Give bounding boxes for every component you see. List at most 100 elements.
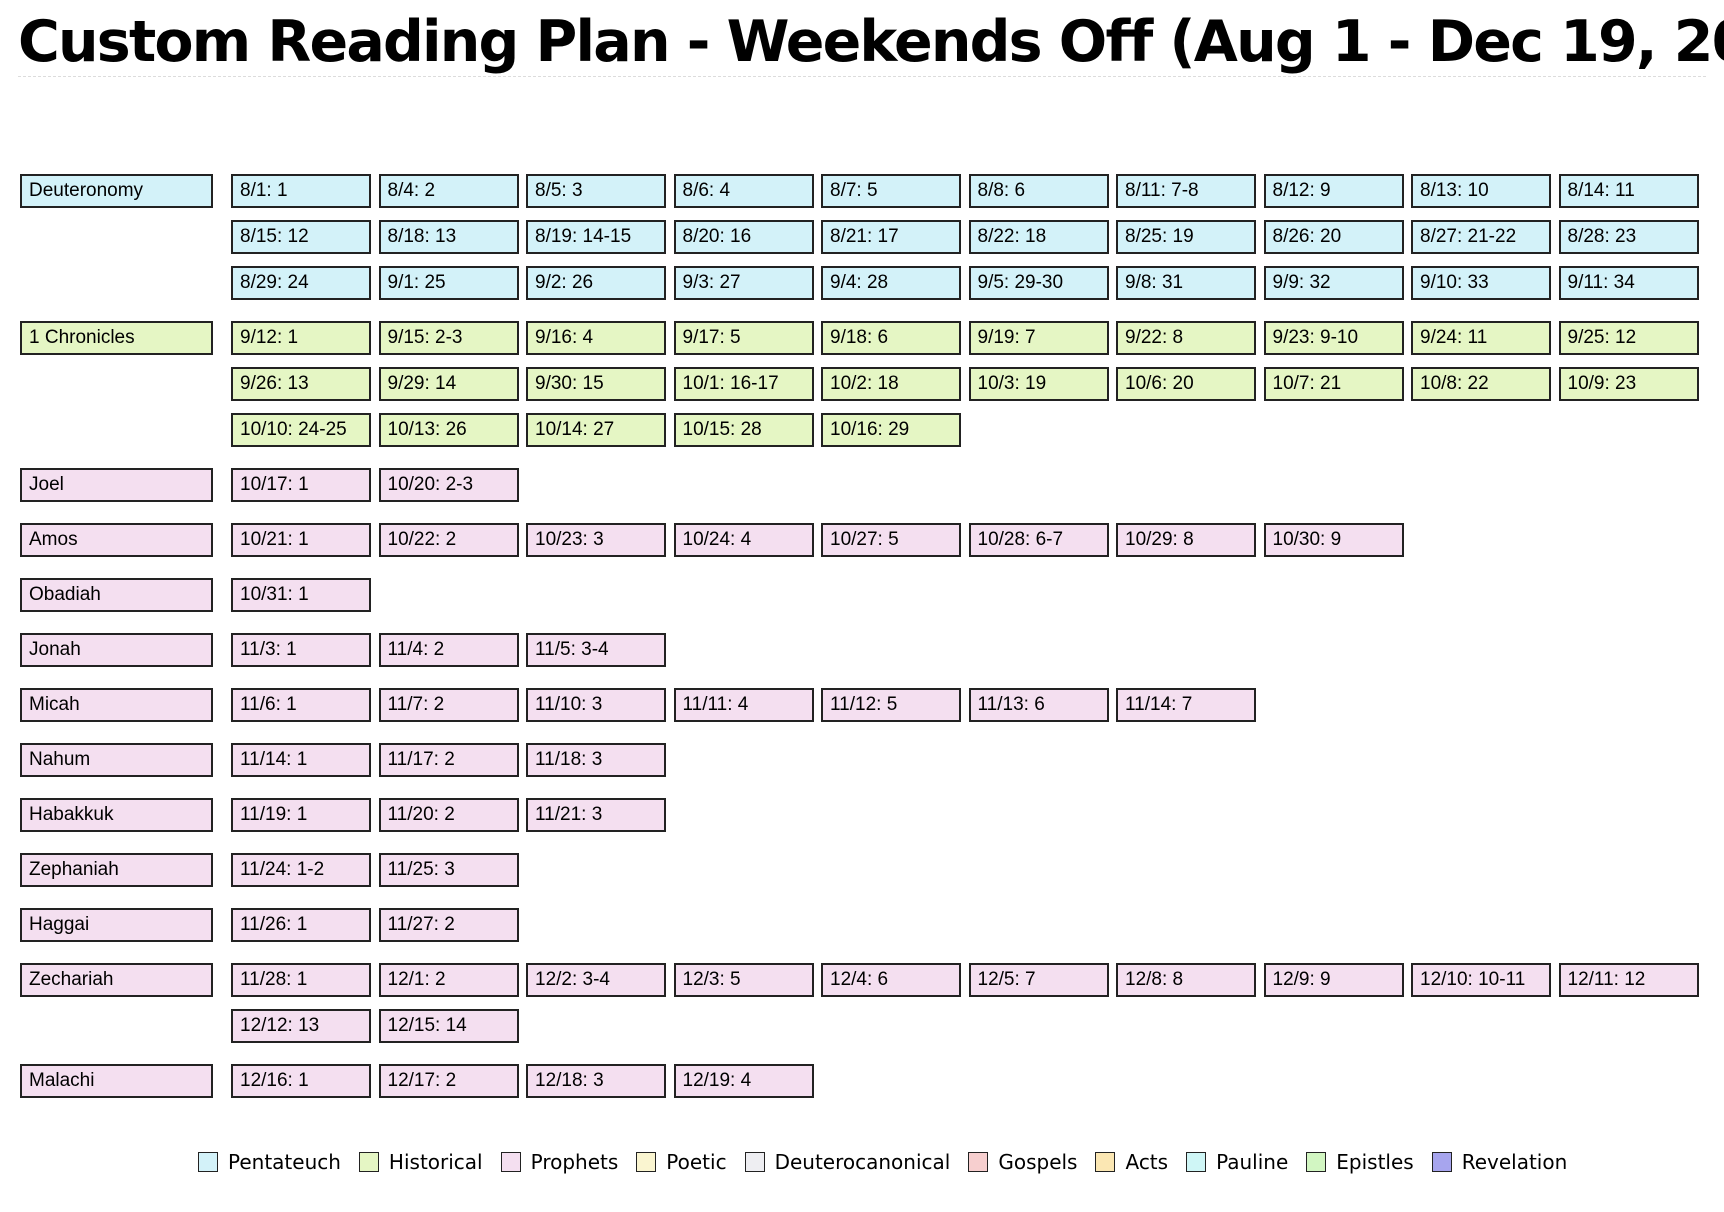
reading-cell: 9/10: 33 bbox=[1411, 266, 1551, 300]
legend-item: Acts bbox=[1095, 1150, 1168, 1174]
reading-cell: 10/31: 1 bbox=[231, 578, 371, 612]
reading-cell: 10/7: 21 bbox=[1263, 367, 1404, 401]
reading-plan-grid: Deuteronomy 8/1: 1 8/4: 2 8/5: 3 8/6: 4 8/7: … bbox=[20, 174, 1699, 1098]
reading-cell: 11/10: 3 bbox=[526, 688, 666, 722]
book-label: Amos bbox=[20, 523, 213, 557]
legend-item: Revelation bbox=[1431, 1150, 1568, 1174]
reading-cell: 11/26: 1 bbox=[231, 908, 371, 942]
reading-cell: 10/9: 23 bbox=[1558, 367, 1699, 401]
legend-label: Pentateuch bbox=[228, 1150, 341, 1174]
reading-cell: 12/17: 2 bbox=[378, 1064, 519, 1098]
reading-cell: 12/8: 8 bbox=[1116, 963, 1256, 997]
book-label: Haggai bbox=[20, 908, 213, 942]
reading-cell: 10/24: 4 bbox=[673, 523, 814, 557]
reading-cell: 11/12: 5 bbox=[821, 688, 961, 722]
legend-label: Pauline bbox=[1216, 1150, 1289, 1174]
reading-cell: 8/20: 16 bbox=[673, 220, 814, 254]
reading-cell: 12/15: 14 bbox=[378, 1009, 519, 1043]
reading-cell: 10/15: 28 bbox=[673, 413, 814, 447]
legend-swatch bbox=[744, 1152, 765, 1172]
reading-cell: 10/29: 8 bbox=[1116, 523, 1256, 557]
reading-cell: 11/18: 3 bbox=[526, 743, 666, 777]
legend-swatch bbox=[636, 1152, 657, 1172]
reading-cell: 10/22: 2 bbox=[378, 523, 519, 557]
book-label: Malachi bbox=[20, 1064, 213, 1098]
reading-cell: 10/27: 5 bbox=[821, 523, 961, 557]
legend-swatch bbox=[358, 1152, 379, 1172]
reading-cell: 9/30: 15 bbox=[526, 367, 666, 401]
reading-cell: 11/24: 1-2 bbox=[231, 853, 371, 887]
book-label: Jonah bbox=[20, 633, 213, 667]
reading-cell: 11/7: 2 bbox=[378, 688, 519, 722]
reading-cell: 11/14: 1 bbox=[231, 743, 371, 777]
book-label: Joel bbox=[20, 468, 213, 502]
legend-swatch bbox=[1431, 1152, 1452, 1172]
reading-cell: 8/12: 9 bbox=[1263, 174, 1404, 208]
reading-cell: 8/18: 13 bbox=[378, 220, 519, 254]
legend-item: Prophets bbox=[500, 1150, 619, 1174]
legend-label: Revelation bbox=[1461, 1150, 1568, 1174]
reading-cell: 8/21: 17 bbox=[821, 220, 961, 254]
reading-cell: 11/21: 3 bbox=[526, 798, 666, 832]
reading-cell: 10/21: 1 bbox=[231, 523, 371, 557]
reading-cell: 9/29: 14 bbox=[378, 367, 519, 401]
reading-cell: 8/27: 21-22 bbox=[1411, 220, 1551, 254]
reading-cell: 11/3: 1 bbox=[231, 633, 371, 667]
reading-cell: 11/28: 1 bbox=[231, 963, 371, 997]
legend-label: Acts bbox=[1125, 1150, 1169, 1174]
legend-swatch bbox=[1095, 1152, 1116, 1172]
reading-cell: 11/17: 2 bbox=[378, 743, 519, 777]
reading-cell: 10/8: 22 bbox=[1411, 367, 1551, 401]
reading-cell: 11/13: 6 bbox=[968, 688, 1109, 722]
category-legend: Pentateuch Historical Prophets Poetic Deuter… bbox=[198, 1146, 1585, 1178]
reading-cell: 11/27: 2 bbox=[378, 908, 519, 942]
reading-cell: 9/22: 8 bbox=[1116, 321, 1256, 355]
reading-cell: 12/9: 9 bbox=[1263, 963, 1404, 997]
reading-cell: 12/5: 7 bbox=[968, 963, 1109, 997]
reading-cell: 12/12: 13 bbox=[231, 1009, 371, 1043]
reading-cell: 10/10: 24-25 bbox=[231, 413, 371, 447]
legend-swatch bbox=[500, 1152, 521, 1172]
reading-cell: 10/23: 3 bbox=[526, 523, 666, 557]
reading-cell: 8/28: 23 bbox=[1558, 220, 1699, 254]
reading-cell: 10/3: 19 bbox=[968, 367, 1109, 401]
reading-cell: 12/16: 1 bbox=[231, 1064, 371, 1098]
reading-cell: 10/20: 2-3 bbox=[378, 468, 519, 502]
reading-cell: 8/29: 24 bbox=[231, 266, 371, 300]
legend-label: Historical bbox=[388, 1150, 483, 1174]
legend-label: Epistles bbox=[1336, 1150, 1414, 1174]
reading-cell: 11/20: 2 bbox=[378, 798, 519, 832]
reading-cell: 9/18: 6 bbox=[821, 321, 961, 355]
reading-cell: 8/25: 19 bbox=[1116, 220, 1256, 254]
legend-label: Gospels bbox=[998, 1150, 1078, 1174]
legend-item: Pentateuch bbox=[198, 1150, 341, 1174]
reading-cell: 10/1: 16-17 bbox=[673, 367, 814, 401]
reading-cell: 11/4: 2 bbox=[378, 633, 519, 667]
reading-cell: 8/7: 5 bbox=[821, 174, 961, 208]
reading-cell: 9/19: 7 bbox=[968, 321, 1109, 355]
reading-cell: 12/11: 12 bbox=[1558, 963, 1699, 997]
reading-cell: 10/30: 9 bbox=[1263, 523, 1404, 557]
reading-cell: 11/14: 7 bbox=[1116, 688, 1256, 722]
reading-cell: 8/1: 1 bbox=[231, 174, 371, 208]
legend-item: Gospels bbox=[968, 1150, 1077, 1174]
legend-swatch bbox=[1306, 1152, 1327, 1172]
reading-cell: 8/6: 4 bbox=[673, 174, 814, 208]
reading-cell: 10/16: 29 bbox=[821, 413, 961, 447]
book-label: Obadiah bbox=[20, 578, 213, 612]
book-label: Habakkuk bbox=[20, 798, 213, 832]
legend-swatch bbox=[968, 1152, 989, 1172]
reading-cell: 9/25: 12 bbox=[1558, 321, 1699, 355]
reading-cell: 9/5: 29-30 bbox=[968, 266, 1109, 300]
reading-cell: 9/2: 26 bbox=[526, 266, 666, 300]
legend-label: Deuterocanonical bbox=[774, 1150, 951, 1174]
reading-cell: 8/5: 3 bbox=[526, 174, 666, 208]
reading-cell: 9/1: 25 bbox=[378, 266, 519, 300]
legend-swatch bbox=[198, 1152, 218, 1172]
book-label: Micah bbox=[20, 688, 213, 722]
book-label: Deuteronomy bbox=[20, 174, 213, 208]
reading-cell: 10/13: 26 bbox=[378, 413, 519, 447]
reading-cell: 9/4: 28 bbox=[821, 266, 961, 300]
legend-label: Prophets bbox=[530, 1150, 619, 1174]
reading-cell: 9/17: 5 bbox=[673, 321, 814, 355]
